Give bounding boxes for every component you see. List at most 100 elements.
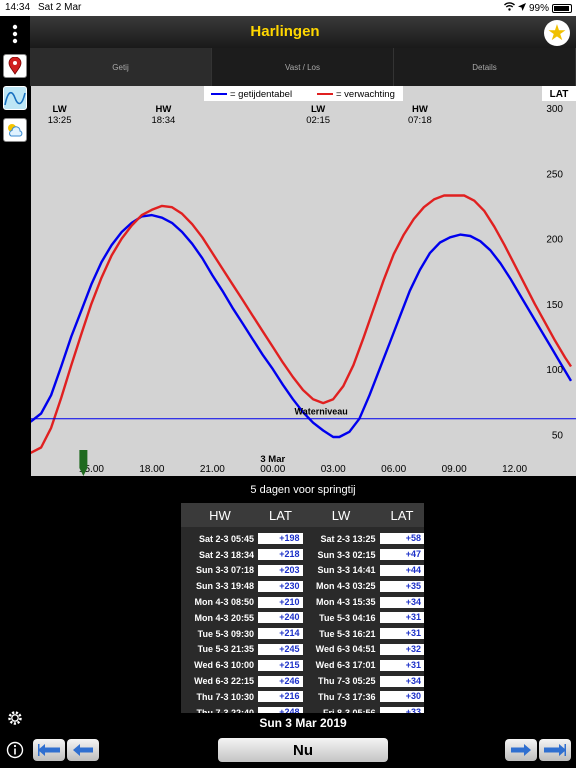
header-hw-lat: LAT (269, 507, 292, 523)
x-tick-label: 09.00 (442, 464, 467, 475)
lw-lat-cell: +35 (379, 580, 424, 592)
lw-lat-cell: +32 (379, 643, 424, 655)
table-row: Wed 6-3 10:00 +215 Wed 6-3 17:01 +31 (181, 657, 424, 673)
series-line-verwachting (31, 194, 573, 454)
lw-time-cell: Wed 6-3 04:51 (315, 644, 376, 655)
hw-time-cell: Mon 4-3 20:55 (194, 612, 255, 623)
hw-time-cell: Wed 6-3 22:15 (194, 676, 255, 687)
hw-time-cell: Tue 5-3 09:30 (197, 628, 255, 639)
extreme-type-label: LW (52, 104, 66, 115)
hw-lat-cell: +218 (258, 549, 303, 561)
table-row: Tue 5-3 09:30 +214 Tue 5-3 16:21 +31 (181, 626, 424, 642)
status-bar: 14:34 Sat 2 Mar 99% (0, 0, 576, 16)
status-date: Sat 2 Mar (38, 2, 82, 13)
info-icon[interactable] (3, 738, 27, 762)
hw-time-cell: Tue 5-3 21:35 (197, 644, 255, 655)
series-line-getijdentabel (31, 213, 573, 439)
tab-vast-los[interactable]: Vast / Los (212, 48, 394, 86)
spring-tide-note: 5 dagen voor springtij (250, 484, 356, 496)
status-time: 14:34 (5, 2, 31, 13)
tide-chart-svg: = getijdentabel = verwachting LAT Watern… (31, 86, 576, 476)
x-tick-label: 00.00 (260, 464, 285, 475)
lw-lat-cell: +30 (379, 691, 424, 703)
location-arrow-icon (517, 2, 526, 14)
double-arrow-left-icon (38, 744, 60, 756)
table-row: Sat 2-3 18:34 +218 Sun 3-3 02:15 +47 (181, 547, 424, 563)
tab-getij[interactable]: Getij (30, 48, 212, 86)
battery-percent: 99% (528, 2, 549, 14)
x-tick-label: 06.00 (381, 464, 406, 475)
x-tick-label: 21.00 (200, 464, 225, 475)
lw-lat-cell: +47 (379, 549, 424, 561)
extreme-time-label: 13:25 (48, 115, 72, 126)
y-tick-label: 100 (546, 365, 563, 376)
battery-icon (552, 3, 572, 13)
header-lw: LW (331, 507, 351, 523)
hw-lat-cell: +230 (258, 580, 303, 592)
extreme-time-label: 18:34 (151, 115, 175, 126)
day-label: Sun 3 Mar 2019 (259, 716, 347, 730)
y-tick-label: 300 (546, 104, 563, 115)
table-row: Wed 6-3 22:15 +246 Thu 7-3 05:25 +34 (181, 673, 424, 689)
lw-time-cell: Tue 5-3 16:21 (319, 628, 376, 639)
map-pin-icon[interactable] (3, 54, 27, 78)
y-tick-label: 50 (552, 430, 564, 441)
header-lw-lat: LAT (390, 507, 414, 523)
lw-lat-cell: +31 (379, 612, 424, 624)
x-tick-label: 18.00 (139, 464, 164, 475)
table-row: Sat 2-3 05:45 +198 Sat 2-3 13:25 +58 (181, 531, 424, 547)
now-button[interactable]: Nu (218, 738, 388, 762)
more-vertical-icon[interactable] (3, 22, 27, 46)
table-row: Thu 7-3 22:40 +248 Fri 8-3 05:56 +33 (181, 705, 424, 713)
weather-icon[interactable] (3, 118, 27, 142)
hw-time-cell: Thu 7-3 22:40 (196, 707, 255, 713)
lw-lat-cell: +44 (379, 564, 424, 576)
hw-lat-cell: +245 (258, 643, 303, 655)
jump-back-button[interactable] (33, 739, 65, 761)
tide-wave-icon[interactable] (3, 86, 27, 110)
hw-time-cell: Sun 3-3 07:18 (196, 565, 255, 576)
table-row: Mon 4-3 20:55 +240 Tue 5-3 04:16 +31 (181, 610, 424, 626)
x-tick-label: 12.00 (502, 464, 527, 475)
arrow-left-icon (73, 744, 93, 756)
y-tick-label: 200 (546, 235, 563, 246)
header: Harlingen ★ (30, 16, 576, 48)
hw-time-cell: Wed 6-3 10:00 (194, 660, 255, 671)
lw-lat-cell: +33 (379, 707, 424, 713)
table-row: Thu 7-3 10:30 +216 Thu 7-3 17:36 +30 (181, 689, 424, 705)
bottom-bar: Nu (30, 734, 576, 768)
hw-lat-cell: +198 (258, 533, 303, 545)
status-right: 99% (503, 2, 572, 14)
star-icon[interactable]: ★ (544, 20, 570, 46)
hw-lat-cell: +246 (258, 675, 303, 687)
tide-table[interactable]: HW LAT LW LAT Sat 2-3 05:45 +198 Sat 2-3 1… (181, 503, 424, 713)
table-row: Tue 5-3 21:35 +245 Wed 6-3 04:51 +32 (181, 642, 424, 658)
table-row: Mon 4-3 08:50 +210 Mon 4-3 15:35 +34 (181, 594, 424, 610)
step-back-button[interactable] (67, 739, 99, 761)
lw-time-cell: Mon 4-3 03:25 (316, 581, 376, 592)
extreme-time-label: 02:15 (306, 115, 330, 126)
double-arrow-right-icon (544, 744, 566, 756)
day-marker-label: 3 Mar (260, 454, 285, 465)
step-forward-button[interactable] (505, 739, 537, 761)
table-row: Sun 3-3 19:48 +230 Mon 4-3 03:25 +35 (181, 578, 424, 594)
extreme-type-label: HW (155, 104, 171, 115)
hw-lat-cell: +248 (258, 707, 303, 713)
lw-time-cell: Thu 7-3 17:36 (318, 691, 376, 702)
gear-icon[interactable] (3, 706, 27, 730)
tide-chart: = getijdentabel = verwachting LAT Watern… (31, 86, 576, 476)
y-tick-label: 250 (546, 169, 563, 180)
hw-lat-cell: +240 (258, 612, 303, 624)
extreme-time-label: 07:18 (408, 115, 432, 126)
x-tick-label: 03.00 (321, 464, 346, 475)
header-hw: HW (209, 507, 231, 523)
jump-forward-button[interactable] (539, 739, 571, 761)
y-axis-label: LAT (550, 89, 569, 100)
wifi-icon (503, 2, 515, 14)
page-title: Harlingen (250, 23, 320, 40)
table-row: Sun 3-3 07:18 +203 Sun 3-3 14:41 +44 (181, 563, 424, 579)
hw-lat-cell: +216 (258, 691, 303, 703)
lw-lat-cell: +31 (379, 628, 424, 640)
y-tick-label: 150 (546, 300, 563, 311)
tab-details[interactable]: Details (394, 48, 576, 86)
